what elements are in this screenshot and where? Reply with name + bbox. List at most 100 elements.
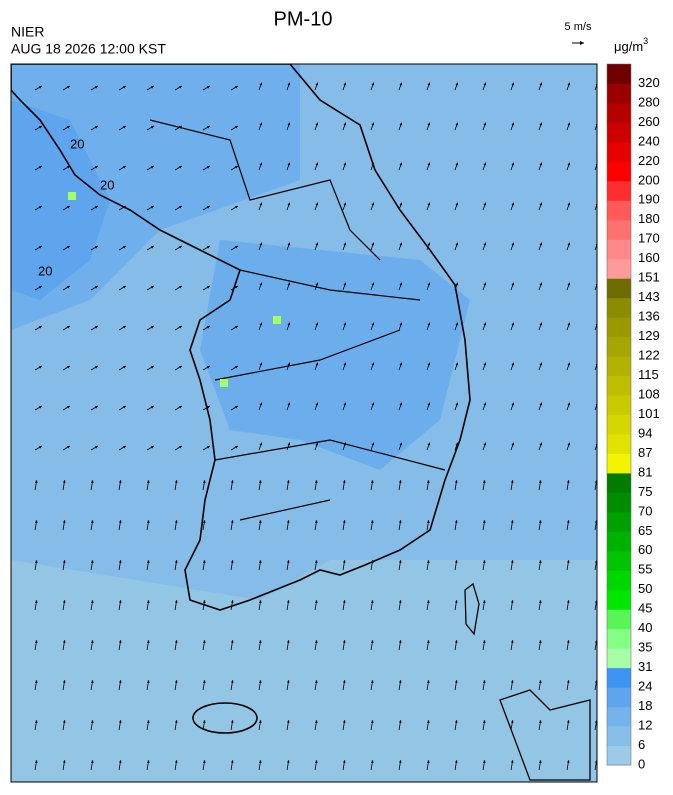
colorbar-swatch <box>607 122 631 143</box>
colorbar-label: 101 <box>638 406 660 421</box>
wind-arrow-head <box>567 162 571 166</box>
wind-arrow-head <box>511 202 515 206</box>
wind-arrow-head <box>539 162 543 166</box>
wind-arrow-head <box>427 322 431 326</box>
colorbar-label: 35 <box>638 640 652 655</box>
wind-arrow-head <box>258 640 262 644</box>
wind-arrow-head <box>94 206 98 209</box>
wind-arrow-head <box>34 760 38 764</box>
wind-arrow-head <box>370 520 374 524</box>
colorbar-label: 31 <box>638 659 652 674</box>
wind-arrow-head <box>314 600 318 604</box>
wind-arrow-head <box>94 126 98 129</box>
wind-arrow-head <box>567 122 571 126</box>
wind-arrow-head <box>427 122 431 126</box>
wind-arrow-head <box>427 442 431 446</box>
wind-arrow-head <box>482 760 486 764</box>
wind-arrow-head <box>90 520 94 524</box>
wind-arrow-head <box>510 520 514 524</box>
wind-arrow-head <box>90 560 94 564</box>
wind-arrow-head <box>66 126 70 129</box>
wind-arrow-head <box>426 560 430 564</box>
wind-arrow-head <box>399 362 403 366</box>
wind-arrow-head <box>511 282 515 286</box>
wind-arrow-head <box>38 126 42 129</box>
wind-arrow-head <box>454 520 458 524</box>
wind-arrow <box>594 243 597 251</box>
wind-arrow-head <box>178 446 182 449</box>
wind-arrow-head <box>483 162 487 166</box>
wind-arrow-head <box>234 406 238 409</box>
wind-arrow-head <box>538 680 542 684</box>
wind-arrow-head <box>206 206 210 209</box>
jeju-island <box>192 702 258 734</box>
colorbar-frame <box>606 63 632 766</box>
wind-arrow-head <box>234 246 238 249</box>
colorbar-label: 108 <box>638 386 660 401</box>
wind-arrow-head <box>371 202 375 206</box>
colorbar-swatch <box>607 706 631 727</box>
colorbar-label: 0 <box>638 756 645 771</box>
wind-arrow-head <box>483 282 487 286</box>
wind-arrow-head <box>206 86 210 89</box>
wind-arrow-head <box>398 520 402 524</box>
wind-arrow-head <box>371 322 375 326</box>
wind-arrow-head <box>287 282 291 286</box>
wind-arrow <box>594 283 597 291</box>
wind-arrow-head <box>286 720 290 724</box>
colorbar-label: 87 <box>638 445 652 460</box>
wind-arrow-head <box>66 446 70 449</box>
wind-arrow-head <box>174 640 178 644</box>
colorbar-label: 136 <box>638 309 660 324</box>
wind-arrow-head <box>594 560 597 563</box>
wind-arrow-head <box>287 322 291 326</box>
wind-arrow-head <box>426 480 430 484</box>
wind-arrow-head <box>34 680 38 684</box>
wind-arrow-head <box>146 520 150 524</box>
wind-arrow-head <box>510 560 514 564</box>
wind-arrow-head <box>538 600 542 604</box>
wind-arrow-head <box>38 406 42 409</box>
wind-arrow-head <box>259 202 263 206</box>
wind-arrow-head <box>371 442 375 446</box>
wind-arrow-head <box>342 560 346 564</box>
wind-arrow-head <box>342 760 346 764</box>
wind-arrow-head <box>567 402 571 406</box>
wind-arrow-head <box>398 480 402 484</box>
wind-arrow-head <box>146 640 150 644</box>
wind-arrow-head <box>118 520 122 524</box>
wind-arrow-head <box>234 166 238 169</box>
wind-arrow-head <box>258 560 262 564</box>
wind-arrow-head <box>399 162 403 166</box>
wind-arrow-head <box>538 520 542 524</box>
colorbar-swatch <box>607 180 631 201</box>
wind-scale-arrow <box>572 41 584 45</box>
wind-arrow-head <box>427 82 431 86</box>
colorbar-swatch <box>607 278 631 299</box>
colorbar-swatch <box>607 648 631 669</box>
colorbar-swatch <box>607 687 631 708</box>
wind-arrow-head <box>178 406 182 409</box>
wind-arrow-head <box>174 680 178 684</box>
wind-arrow-head <box>315 242 319 246</box>
wind-arrow-head <box>566 480 570 484</box>
wind-arrow-head <box>511 402 515 406</box>
colorbar-label: 260 <box>638 114 660 129</box>
wind-arrow-head <box>315 322 319 326</box>
wind-arrow-head <box>483 242 487 246</box>
wind-arrow-head <box>483 362 487 366</box>
wind-arrow-head <box>399 402 403 406</box>
wind-arrow-head <box>178 206 182 209</box>
wind-arrow-head <box>594 520 597 523</box>
wind-arrow-head <box>426 720 430 724</box>
wind-arrow-head <box>286 520 290 524</box>
wind-arrow-head <box>38 366 42 369</box>
wind-arrow-head <box>34 640 38 644</box>
wind-arrow-head <box>62 560 66 564</box>
wind-arrow-head <box>454 600 458 604</box>
colorbar-swatch <box>607 453 631 474</box>
wind-arrow-head <box>539 362 543 366</box>
wind-arrow-head <box>230 640 234 644</box>
colorbar-label: 160 <box>638 250 660 265</box>
